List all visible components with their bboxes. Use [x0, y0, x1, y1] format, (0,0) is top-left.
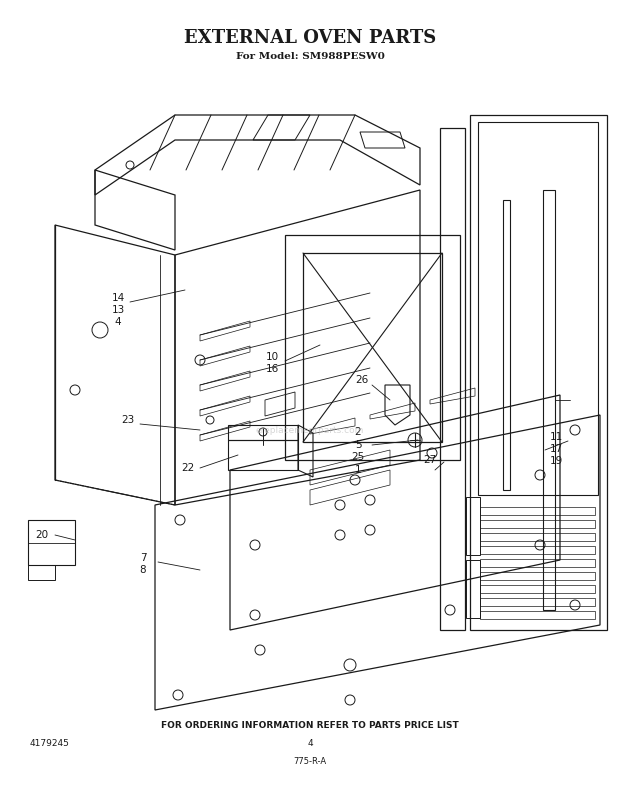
Text: 2: 2 [355, 427, 361, 437]
Text: 17: 17 [549, 444, 562, 454]
Text: 25: 25 [352, 452, 365, 462]
Text: 22: 22 [182, 463, 195, 473]
Text: 4: 4 [115, 317, 122, 327]
Text: 27: 27 [423, 455, 436, 465]
Text: 20: 20 [35, 530, 48, 540]
Text: 11: 11 [549, 432, 562, 442]
Text: 775-R-A: 775-R-A [293, 757, 327, 766]
Text: 13: 13 [112, 305, 125, 315]
Text: 7: 7 [140, 553, 146, 563]
Text: 5: 5 [355, 440, 361, 450]
Text: 10: 10 [265, 352, 278, 362]
Text: 4179245: 4179245 [30, 739, 70, 747]
Text: 16: 16 [265, 364, 278, 374]
Text: 14: 14 [112, 293, 125, 303]
Text: FOR ORDERING INFORMATION REFER TO PARTS PRICE LIST: FOR ORDERING INFORMATION REFER TO PARTS … [161, 721, 459, 731]
Text: 8: 8 [140, 565, 146, 575]
Text: 1: 1 [355, 465, 361, 475]
Text: 4: 4 [307, 739, 313, 747]
Text: For Model: SM988PESW0: For Model: SM988PESW0 [236, 51, 384, 61]
Text: 23: 23 [122, 415, 135, 425]
Text: ereplacementparts.com: ereplacementparts.com [256, 425, 364, 435]
Text: EXTERNAL OVEN PARTS: EXTERNAL OVEN PARTS [184, 29, 436, 47]
Text: 26: 26 [355, 375, 369, 385]
Text: 19: 19 [549, 456, 562, 466]
